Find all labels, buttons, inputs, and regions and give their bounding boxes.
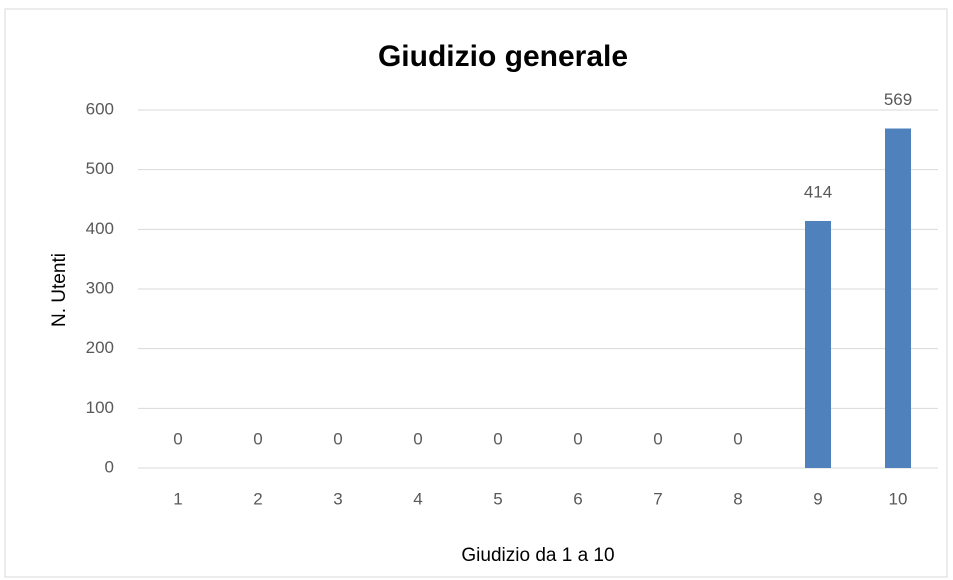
- x-axis-title: Giudizio da 1 a 10: [461, 545, 614, 566]
- y-tick-label: 400: [86, 219, 114, 238]
- data-label: 0: [253, 429, 262, 448]
- x-tick-label: 3: [333, 489, 342, 508]
- y-tick-label: 100: [86, 398, 114, 417]
- data-label: 0: [573, 429, 582, 448]
- x-tick-label: 5: [493, 489, 502, 508]
- data-label: 0: [413, 429, 422, 448]
- y-tick-label: 600: [86, 99, 114, 118]
- chart-frame: [4, 8, 948, 578]
- x-tick-label: 4: [413, 489, 422, 508]
- y-axis-title: N. Utenti: [49, 253, 70, 327]
- data-label: 0: [493, 429, 502, 448]
- data-label: 0: [653, 429, 662, 448]
- x-tick-label: 1: [173, 489, 182, 508]
- x-tick-label: 8: [733, 489, 742, 508]
- data-label: 414: [804, 182, 832, 201]
- data-label: 569: [884, 90, 912, 109]
- data-label: 0: [173, 429, 182, 448]
- data-label: 0: [733, 429, 742, 448]
- y-tick-label: 500: [86, 159, 114, 178]
- chart-title: Giudizio generale: [378, 40, 628, 73]
- data-label: 0: [333, 429, 342, 448]
- x-tick-label: 10: [889, 489, 908, 508]
- y-tick-label: 200: [86, 338, 114, 357]
- bar: [885, 128, 911, 468]
- x-tick-label: 6: [573, 489, 582, 508]
- y-tick-label: 0: [105, 457, 114, 476]
- bar: [805, 220, 831, 468]
- x-tick-label: 7: [653, 489, 662, 508]
- x-tick-label: 2: [253, 489, 262, 508]
- x-tick-label: 9: [813, 489, 822, 508]
- y-tick-label: 300: [86, 278, 114, 297]
